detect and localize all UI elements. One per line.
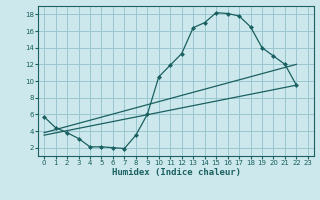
X-axis label: Humidex (Indice chaleur): Humidex (Indice chaleur) <box>111 168 241 177</box>
